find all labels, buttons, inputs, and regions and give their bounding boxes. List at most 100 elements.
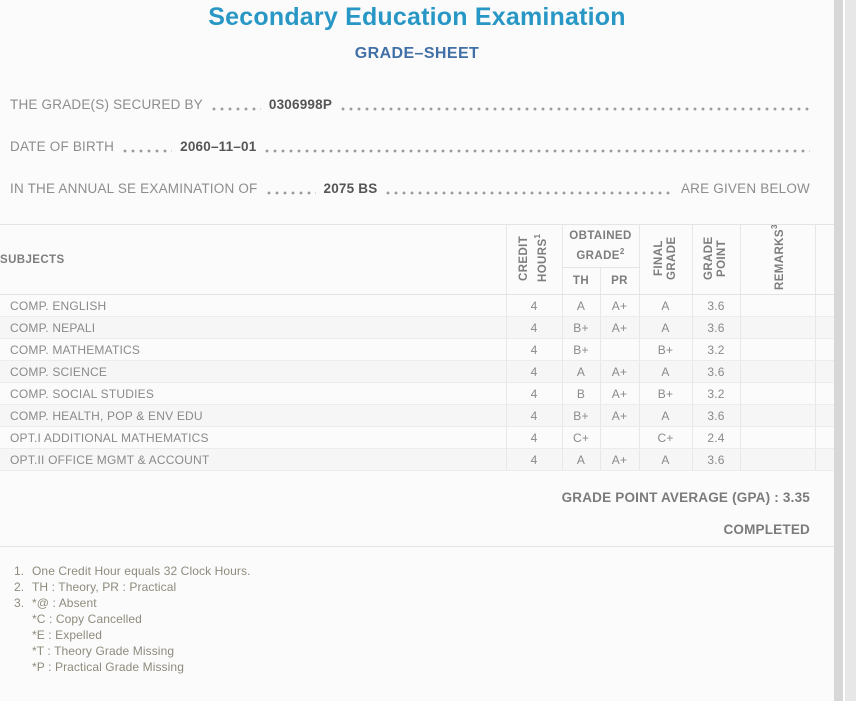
cell-pr: A+ bbox=[599, 448, 640, 471]
cell-final: A bbox=[638, 448, 693, 471]
note-text: One Credit Hour equals 32 Clock Hours. bbox=[32, 564, 251, 578]
cell-th: C+ bbox=[561, 426, 600, 449]
cell-point: 3.6 bbox=[691, 294, 741, 317]
cell-filler bbox=[815, 338, 835, 361]
cell-th: A bbox=[561, 360, 600, 383]
cell-credit: 4 bbox=[505, 382, 562, 405]
cell-point: 3.6 bbox=[691, 448, 741, 471]
cell-subject: COMP. HEALTH, POP & ENV EDU bbox=[0, 404, 506, 427]
are-given-below-label: ARE GIVEN BELOW bbox=[680, 181, 810, 196]
note-marker: 2. bbox=[14, 580, 25, 594]
note-marker bbox=[14, 643, 28, 659]
note-marker bbox=[14, 627, 28, 643]
column-header-grade-point: GRADE POINT bbox=[691, 224, 741, 295]
examination-year-line: IN THE ANNUAL SE EXAMINATION OF 2075 BS … bbox=[0, 181, 834, 197]
column-header-theory: TH bbox=[561, 267, 600, 295]
cell-filler bbox=[815, 448, 835, 471]
cell-final: A bbox=[638, 316, 693, 339]
note-line: *E : Expelled bbox=[14, 627, 834, 643]
cell-final: B+ bbox=[638, 382, 693, 405]
cell-final: A bbox=[638, 294, 693, 317]
cell-remarks bbox=[739, 404, 816, 427]
cell-point: 3.2 bbox=[691, 338, 741, 361]
date-of-birth-line: DATE OF BIRTH 2060–11–01 bbox=[0, 139, 834, 155]
note-text: *C : Copy Cancelled bbox=[32, 612, 142, 626]
cell-remarks bbox=[739, 338, 816, 361]
table-row: OPT.II OFFICE MGMT & ACCOUNT 4 A A+ A 3.6 bbox=[0, 448, 835, 471]
cell-filler bbox=[815, 382, 835, 405]
cell-point: 2.4 bbox=[691, 426, 741, 449]
cell-remarks bbox=[739, 360, 816, 383]
cell-pr bbox=[599, 426, 640, 449]
gpa-label: GRADE POINT AVERAGE (GPA) : bbox=[561, 490, 779, 505]
cell-th: A bbox=[561, 448, 600, 471]
note-marker bbox=[14, 659, 28, 675]
note-line: *P : Practical Grade Missing bbox=[14, 659, 834, 675]
table-row: COMP. SOCIAL STUDIES 4 B A+ B+ 3.2 bbox=[0, 382, 835, 405]
examination-label: IN THE ANNUAL SE EXAMINATION OF bbox=[10, 181, 258, 196]
cell-th: B+ bbox=[561, 316, 600, 339]
cell-credit: 4 bbox=[505, 294, 562, 317]
note-marker: 1. bbox=[14, 564, 25, 578]
table-row: COMP. NEPALI 4 B+ A+ A 3.6 bbox=[0, 316, 835, 339]
cell-th: B+ bbox=[561, 404, 600, 427]
examination-year-value: 2075 BS bbox=[323, 181, 378, 196]
cell-filler bbox=[815, 360, 835, 383]
dot-leader bbox=[122, 142, 173, 155]
page-subtitle: GRADE–SHEET bbox=[354, 45, 480, 62]
cell-final: A bbox=[638, 360, 693, 383]
cell-credit: 4 bbox=[505, 404, 562, 427]
window-edge-panel bbox=[845, 0, 856, 701]
grades-table: SUBJECTS CREDIT HOURS1 OBTAINED GRADE2 F… bbox=[0, 224, 835, 471]
cell-subject: COMP. SOCIAL STUDIES bbox=[0, 382, 506, 405]
cell-point: 3.2 bbox=[691, 382, 741, 405]
cell-credit: 4 bbox=[505, 426, 562, 449]
final-grade-label: FINAL GRADE bbox=[652, 236, 678, 280]
column-header-obtained-grade: OBTAINED GRADE2 bbox=[561, 224, 640, 268]
cell-subject: COMP. MATHEMATICS bbox=[0, 338, 506, 361]
note-text: *E : Expelled bbox=[32, 628, 103, 642]
cell-remarks bbox=[739, 448, 816, 471]
cell-remarks bbox=[739, 316, 816, 339]
note-text: TH : Theory, PR : Practical bbox=[32, 580, 177, 594]
cell-credit: 4 bbox=[505, 360, 562, 383]
cell-subject: COMP. ENGLISH bbox=[0, 294, 506, 317]
grade-point-label: GRADE POINT bbox=[703, 236, 729, 280]
cell-credit: 4 bbox=[505, 316, 562, 339]
grades-secured-label: THE GRADE(S) SECURED BY bbox=[10, 97, 203, 112]
cell-pr bbox=[599, 338, 640, 361]
column-header-final-grade: FINAL GRADE bbox=[638, 224, 693, 295]
cell-pr: A+ bbox=[599, 294, 640, 317]
note-text: *@ : Absent bbox=[32, 596, 97, 610]
cell-credit: 4 bbox=[505, 338, 562, 361]
remarks-label: REMARKS bbox=[773, 229, 786, 290]
dot-leader bbox=[210, 100, 261, 113]
dot-leader bbox=[340, 100, 810, 113]
table-row: COMP. HEALTH, POP & ENV EDU 4 B+ A+ A 3.6 bbox=[0, 404, 835, 427]
grades-table-header: SUBJECTS CREDIT HOURS1 OBTAINED GRADE2 F… bbox=[0, 224, 835, 295]
cell-pr: A+ bbox=[599, 404, 640, 427]
vertical-scrollbar[interactable] bbox=[834, 0, 843, 701]
note-line: 2. TH : Theory, PR : Practical bbox=[14, 579, 834, 595]
remarks-footnote-ref: 3 bbox=[770, 224, 780, 230]
cell-pr: A+ bbox=[599, 382, 640, 405]
cell-th: B bbox=[561, 382, 600, 405]
column-header-remarks: REMARKS3 bbox=[739, 224, 816, 295]
table-row: OPT.I ADDITIONAL MATHEMATICS 4 C+ C+ 2.4 bbox=[0, 426, 835, 449]
credit-hours-label: CREDIT HOURS bbox=[518, 235, 549, 283]
note-text: *T : Theory Grade Missing bbox=[32, 644, 175, 658]
cell-final: B+ bbox=[638, 338, 693, 361]
cell-filler bbox=[815, 294, 835, 317]
table-row: COMP. MATHEMATICS 4 B+ B+ 3.2 bbox=[0, 338, 835, 361]
obtained-grade-label: OBTAINED GRADE bbox=[569, 229, 632, 262]
cell-filler bbox=[815, 404, 835, 427]
cell-point: 3.6 bbox=[691, 316, 741, 339]
cell-remarks bbox=[739, 382, 816, 405]
cell-pr: A+ bbox=[599, 360, 640, 383]
cell-point: 3.6 bbox=[691, 404, 741, 427]
grade-sheet-page: Secondary Education Examination GRADE–SH… bbox=[0, 3, 835, 675]
gpa-value: 3.35 bbox=[782, 490, 810, 505]
column-header-credit-hours: CREDIT HOURS1 bbox=[505, 224, 562, 295]
column-header-practical: PR bbox=[599, 267, 640, 295]
cell-credit: 4 bbox=[505, 448, 562, 471]
